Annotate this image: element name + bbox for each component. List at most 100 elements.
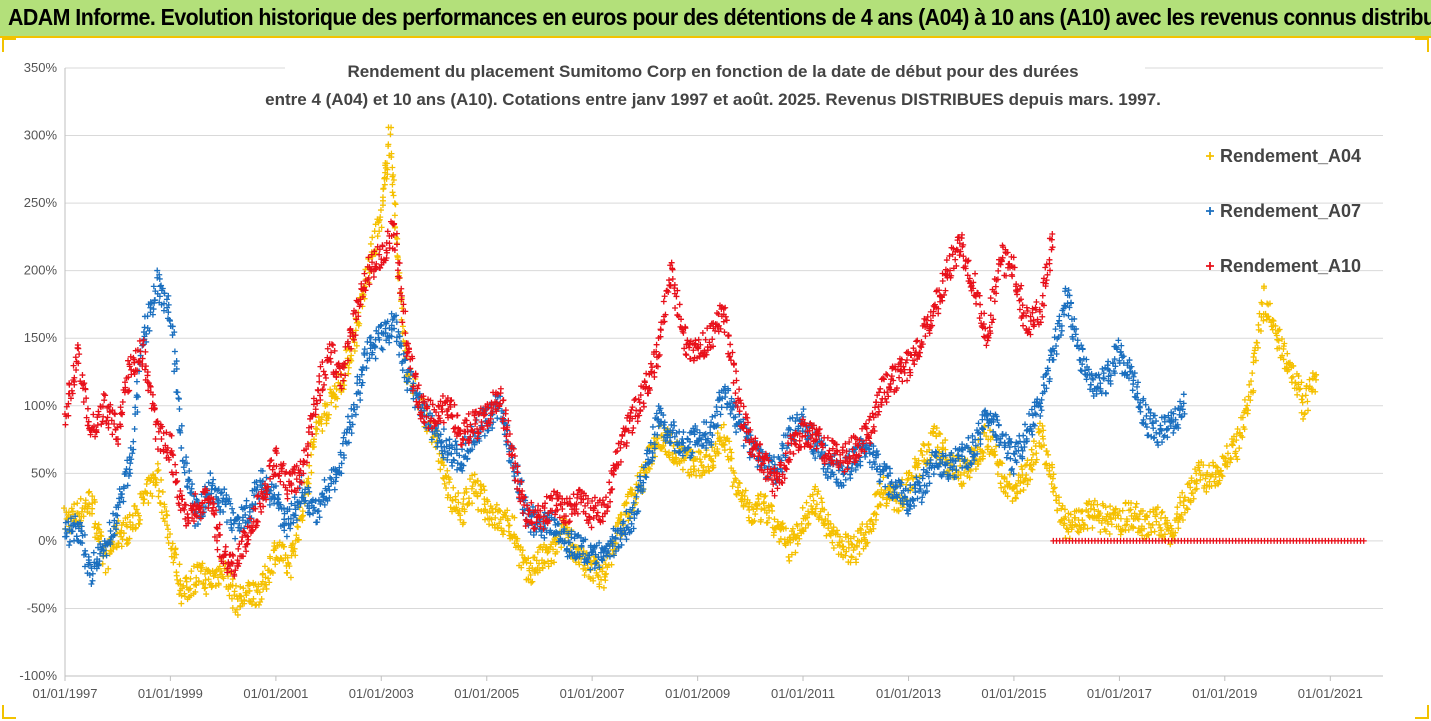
data-points bbox=[61, 124, 1367, 618]
x-tick-label: 01/01/2015 bbox=[981, 686, 1046, 701]
data-point bbox=[263, 474, 270, 481]
data-point bbox=[333, 385, 340, 392]
data-point bbox=[863, 540, 870, 547]
data-point bbox=[100, 391, 107, 398]
data-point bbox=[178, 585, 185, 592]
data-point bbox=[455, 490, 462, 497]
data-point bbox=[155, 467, 162, 474]
data-point bbox=[392, 201, 399, 208]
data-point bbox=[77, 495, 84, 502]
data-point bbox=[235, 545, 242, 552]
data-point bbox=[612, 540, 619, 547]
data-point bbox=[539, 565, 546, 572]
data-point bbox=[119, 398, 126, 405]
data-point bbox=[172, 545, 179, 552]
data-point bbox=[752, 511, 759, 518]
data-point bbox=[124, 523, 131, 530]
data-point bbox=[482, 506, 489, 513]
data-point bbox=[289, 541, 296, 548]
data-point bbox=[1028, 446, 1035, 453]
data-point bbox=[281, 527, 288, 534]
data-point bbox=[680, 429, 687, 436]
data-point bbox=[167, 530, 174, 537]
data-point bbox=[643, 469, 650, 476]
data-point bbox=[152, 436, 159, 443]
data-point bbox=[351, 347, 358, 354]
data-point bbox=[705, 463, 712, 470]
data-point bbox=[80, 513, 87, 520]
data-point bbox=[95, 535, 102, 542]
data-point bbox=[214, 546, 221, 553]
data-point bbox=[126, 535, 133, 542]
data-point bbox=[1304, 407, 1311, 414]
data-point bbox=[210, 476, 217, 483]
data-point bbox=[628, 406, 635, 413]
data-point bbox=[390, 192, 397, 199]
data-point bbox=[177, 577, 184, 584]
data-point bbox=[1026, 410, 1033, 417]
data-point bbox=[480, 483, 487, 490]
data-point bbox=[376, 216, 383, 223]
data-point bbox=[222, 543, 229, 550]
data-point bbox=[602, 577, 609, 584]
data-point bbox=[329, 342, 336, 349]
data-point bbox=[98, 421, 105, 428]
data-point bbox=[79, 372, 86, 379]
data-point bbox=[497, 508, 504, 515]
data-point bbox=[1043, 448, 1050, 455]
data-point bbox=[741, 493, 748, 500]
data-point bbox=[733, 490, 740, 497]
data-point bbox=[566, 495, 573, 502]
data-point bbox=[86, 501, 93, 508]
data-point bbox=[1022, 421, 1029, 428]
data-point bbox=[805, 520, 812, 527]
data-point bbox=[481, 501, 488, 508]
data-point bbox=[529, 578, 536, 585]
data-point bbox=[862, 529, 869, 536]
data-point bbox=[321, 476, 328, 483]
data-point bbox=[531, 554, 538, 561]
data-point bbox=[376, 228, 383, 235]
data-point bbox=[378, 224, 385, 231]
data-point bbox=[1175, 525, 1182, 532]
data-point bbox=[761, 493, 768, 500]
data-point bbox=[599, 568, 606, 575]
x-tick-label: 01/01/2005 bbox=[454, 686, 519, 701]
data-point bbox=[471, 471, 478, 478]
data-point bbox=[237, 592, 244, 599]
data-point bbox=[126, 511, 133, 518]
data-point bbox=[1038, 407, 1045, 414]
data-point bbox=[174, 389, 181, 396]
x-tick-label: 01/01/2017 bbox=[1087, 686, 1152, 701]
data-point bbox=[124, 482, 131, 489]
data-point bbox=[463, 485, 470, 492]
data-point bbox=[246, 588, 253, 595]
data-point bbox=[308, 469, 315, 476]
data-point bbox=[193, 574, 200, 581]
data-point bbox=[321, 381, 328, 388]
data-point bbox=[92, 520, 99, 527]
data-point bbox=[75, 345, 82, 352]
data-point bbox=[267, 555, 274, 562]
data-point bbox=[469, 500, 476, 507]
data-point bbox=[850, 533, 857, 540]
data-point bbox=[399, 305, 406, 312]
y-tick-label: 350% bbox=[24, 60, 58, 75]
data-point bbox=[768, 503, 775, 510]
data-point bbox=[500, 397, 507, 404]
data-point bbox=[234, 611, 241, 618]
data-point bbox=[265, 575, 272, 582]
frame-corner bbox=[2, 705, 16, 719]
data-point bbox=[258, 595, 265, 602]
data-point bbox=[147, 477, 154, 484]
data-point bbox=[314, 426, 321, 433]
data-point bbox=[225, 573, 232, 580]
data-point bbox=[489, 509, 496, 516]
data-point bbox=[697, 449, 704, 456]
data-point bbox=[541, 560, 548, 567]
data-point bbox=[390, 177, 397, 184]
data-point bbox=[827, 520, 834, 527]
data-point bbox=[836, 533, 843, 540]
data-point bbox=[389, 181, 396, 188]
data-point bbox=[178, 444, 185, 451]
